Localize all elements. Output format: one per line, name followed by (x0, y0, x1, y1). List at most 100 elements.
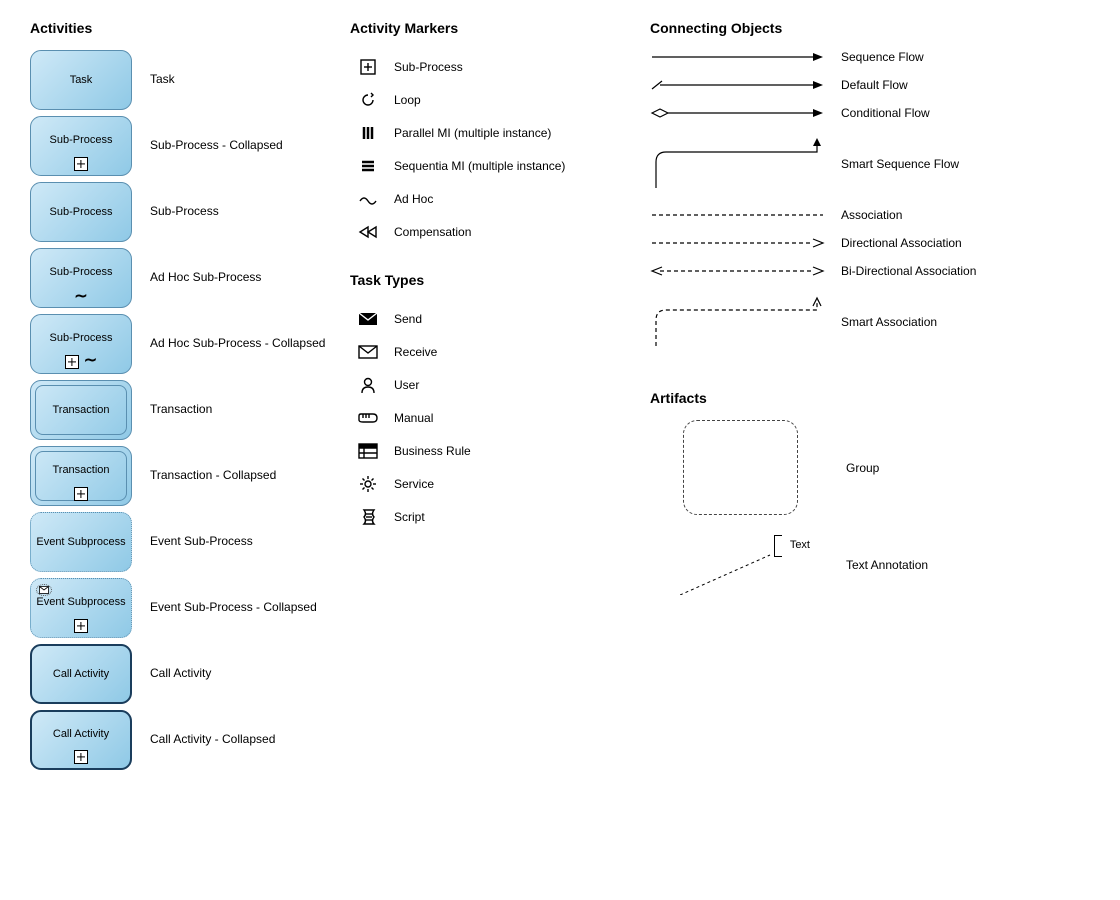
connector-row: Association (650, 208, 1020, 222)
send-icon[interactable] (350, 312, 386, 326)
symbol-row: Compensation (350, 215, 630, 248)
receive-icon[interactable] (350, 345, 386, 359)
activity-shape[interactable]: Sub-Process (30, 182, 132, 242)
conditional-flow-icon[interactable] (650, 107, 825, 119)
activity-row: Sub-Process Sub-Process (30, 182, 330, 242)
activity-shape-text: Transaction (48, 404, 113, 417)
text-annotation-icon[interactable]: Text (650, 535, 830, 595)
symbol-label: Loop (394, 93, 421, 107)
connector-row: Smart Association (650, 292, 1020, 352)
activity-label: Event Sub-Process (150, 534, 253, 550)
symbol-label: Send (394, 312, 422, 326)
artifacts-title: Artifacts (650, 390, 1020, 406)
activity-shape[interactable]: Call Activity (30, 644, 132, 704)
user-icon[interactable] (350, 376, 386, 394)
symbol-row: Parallel MI (multiple instance) (350, 116, 630, 149)
collapse-marker-icon (65, 355, 79, 369)
smart-association-icon[interactable] (650, 294, 825, 350)
compensation-icon[interactable] (350, 225, 386, 239)
activity-shape[interactable]: Transaction (30, 380, 132, 440)
connector-row: Default Flow (650, 78, 1020, 92)
adhoc-icon[interactable] (350, 193, 386, 205)
parallel-mi-icon[interactable] (350, 125, 386, 141)
collapse-marker-icon (74, 750, 88, 764)
script-icon[interactable] (350, 508, 386, 526)
collapse-marker-icon (74, 619, 88, 633)
plus-box-icon[interactable] (350, 59, 386, 75)
activity-shape[interactable]: Event Subprocess (30, 578, 132, 638)
activity-label: Sub-Process - Collapsed (150, 138, 283, 154)
symbol-row: Loop (350, 83, 630, 116)
connector-label: Bi-Directional Association (841, 264, 976, 278)
connector-label: Directional Association (841, 236, 962, 250)
activity-row: Transaction Transaction - Collapsed (30, 446, 330, 506)
symbol-row: Send (350, 302, 630, 335)
activity-shape[interactable]: Event Subprocess (30, 512, 132, 572)
activity-row: Sub-Process∼Ad Hoc Sub-Process (30, 248, 330, 308)
symbol-label: Service (394, 477, 434, 491)
symbol-label: Receive (394, 345, 437, 359)
business-rule-icon[interactable] (350, 443, 386, 459)
connecting-artifacts-column: Connecting Objects Sequence Flow Default … (650, 20, 1020, 776)
connector-row: Bi-Directional Association (650, 264, 1020, 278)
activity-row: Event SubprocessEvent Sub-Process - Coll… (30, 578, 330, 638)
activity-markers-list: Sub-Process Loop Parallel MI (multiple ins… (350, 50, 630, 248)
association-icon[interactable] (650, 211, 825, 219)
connector-label: Default Flow (841, 78, 908, 92)
symbol-row: Ad Hoc (350, 182, 630, 215)
activity-markers-title: Activity Markers (350, 20, 630, 36)
activity-label: Sub-Process (150, 204, 219, 220)
bi-directional-association-icon[interactable] (650, 265, 825, 277)
text-annotation-inner-text: Text (790, 539, 810, 551)
connector-label: Smart Association (841, 315, 937, 329)
service-icon[interactable] (350, 475, 386, 493)
activity-shape[interactable]: Task (30, 50, 132, 110)
symbol-row: Service (350, 467, 630, 500)
activity-row: Task Task (30, 50, 330, 110)
connecting-objects-title: Connecting Objects (650, 20, 1020, 36)
collapse-marker-icon (74, 487, 88, 501)
symbol-label: Script (394, 510, 425, 524)
activity-label: Task (150, 72, 175, 88)
activity-shape[interactable]: Sub-Process∼ (30, 314, 132, 374)
activity-shape[interactable]: Sub-Process (30, 116, 132, 176)
activity-label: Transaction - Collapsed (150, 468, 276, 484)
sequential-mi-icon[interactable] (350, 158, 386, 174)
loop-icon[interactable] (350, 92, 386, 108)
activity-row: Sub-Process Sub-Process - Collapsed (30, 116, 330, 176)
activity-shape[interactable]: Sub-Process∼ (30, 248, 132, 308)
activity-shape[interactable]: Call Activity (30, 710, 132, 770)
activity-marker-row: ∼ (31, 291, 131, 303)
activity-shape-text: Call Activity (49, 668, 113, 681)
smart-sequence-flow-icon[interactable] (650, 136, 825, 192)
activity-marker-row (32, 750, 130, 764)
sequence-flow-icon[interactable] (650, 51, 825, 63)
activity-marker-row (31, 157, 131, 171)
manual-icon[interactable] (350, 410, 386, 426)
symbol-label: Sub-Process (394, 60, 463, 74)
activity-marker-row (31, 487, 131, 501)
connector-label: Smart Sequence Flow (841, 157, 959, 171)
connector-label: Conditional Flow (841, 106, 930, 120)
activity-shape-text: Call Activity (49, 728, 113, 741)
symbol-label: Business Rule (394, 444, 471, 458)
activity-label: Call Activity - Collapsed (150, 732, 275, 748)
default-flow-icon[interactable] (650, 79, 825, 91)
activity-marker-row (31, 619, 131, 633)
symbol-label: Sequentia MI (multiple instance) (394, 159, 565, 173)
directional-association-icon[interactable] (650, 237, 825, 249)
adhoc-marker-icon: ∼ (84, 355, 97, 369)
activity-marker-row: ∼ (31, 355, 131, 369)
symbol-row: User (350, 368, 630, 401)
group-artifact-icon[interactable] (650, 420, 830, 515)
artifact-label: Group (846, 461, 879, 475)
activity-shape-text: Event Subprocess (32, 536, 129, 549)
markers-tasktypes-column: Activity Markers Sub-Process Loop Parallel… (350, 20, 630, 776)
activity-shape[interactable]: Transaction (30, 446, 132, 506)
activity-shape-text: Sub-Process (46, 134, 117, 147)
symbol-row: Manual (350, 401, 630, 434)
main-columns: Activities TaskTaskSub-ProcessSub-Proces… (30, 20, 1090, 776)
connector-label: Sequence Flow (841, 50, 924, 64)
adhoc-marker-icon: ∼ (74, 291, 87, 303)
artifacts-list: GroupTextText Annotation (650, 420, 1020, 595)
